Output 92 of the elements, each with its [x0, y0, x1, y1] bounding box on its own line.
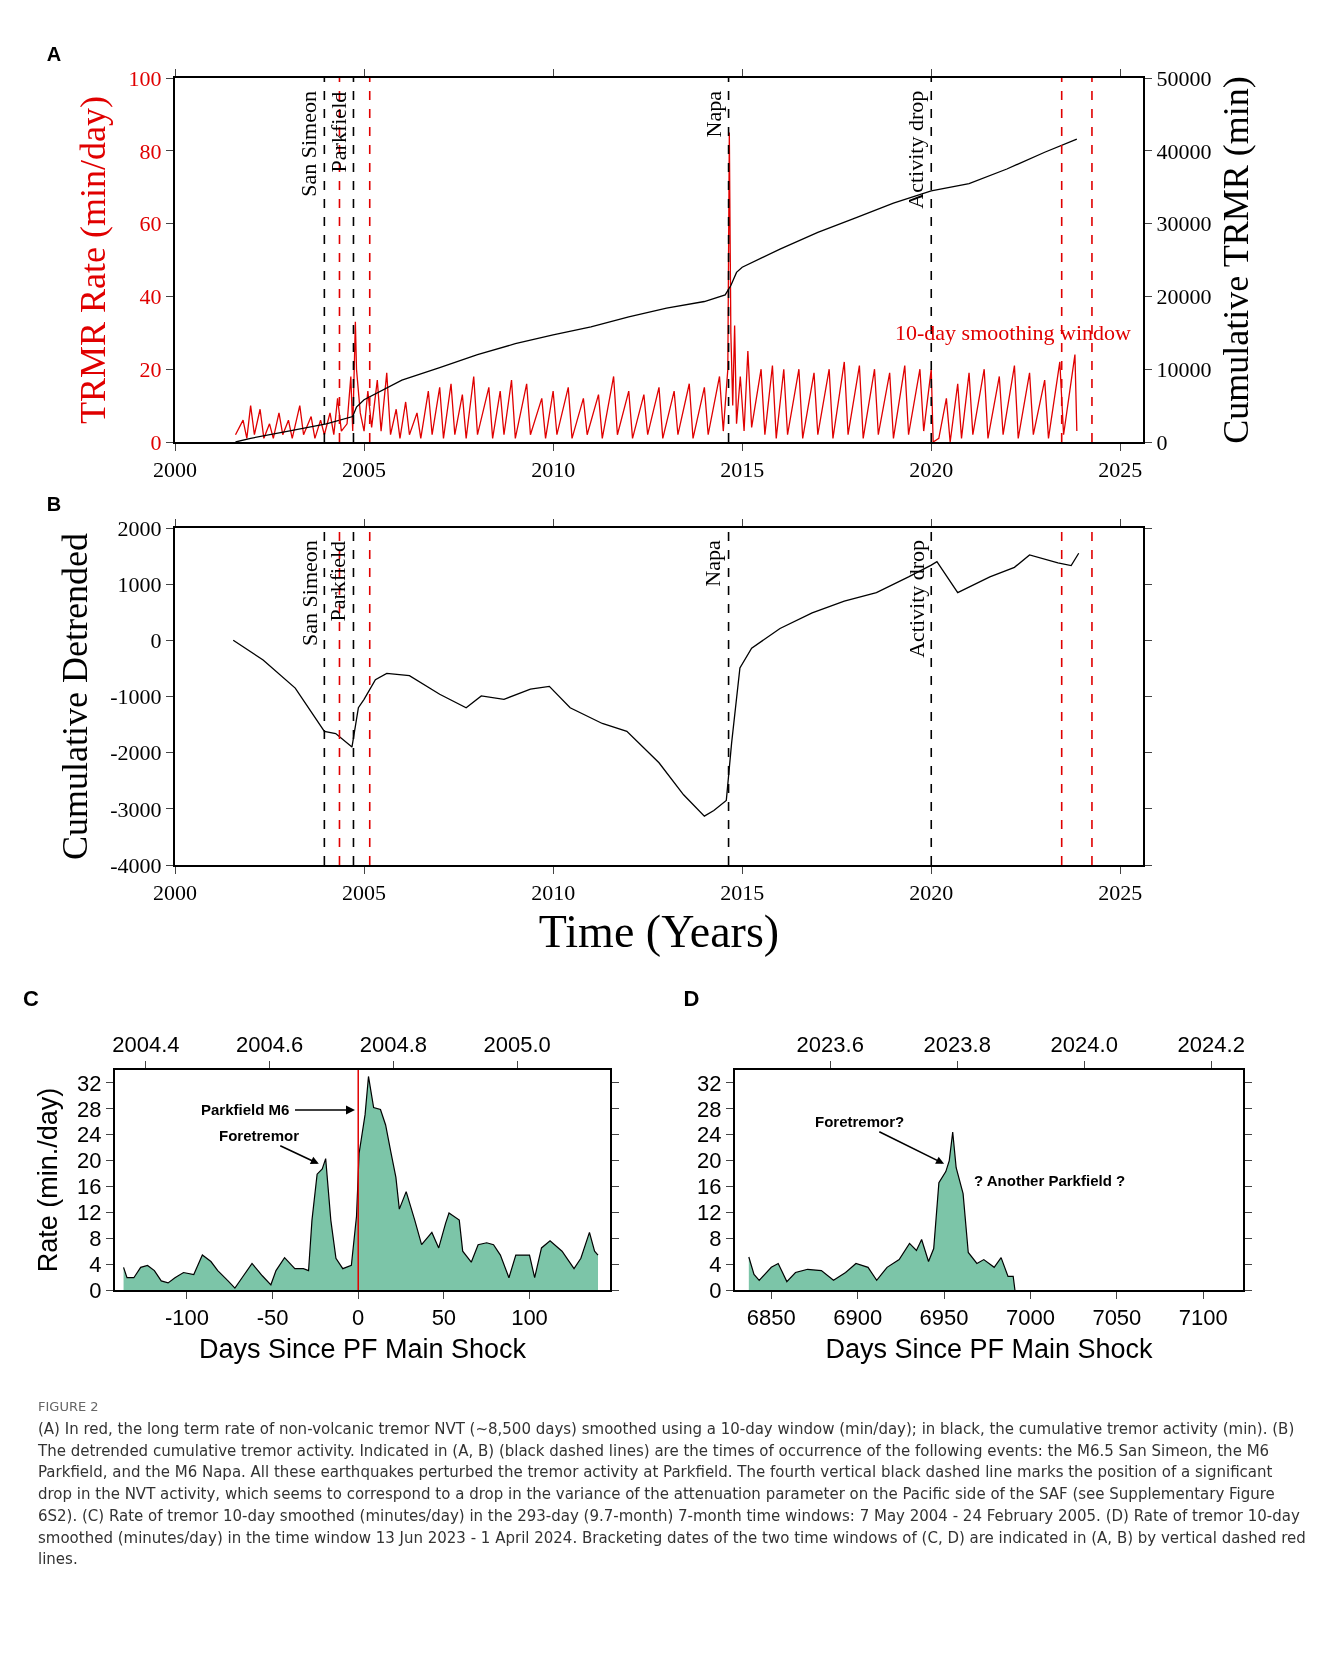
x2-tick-label: 2024.2 — [1177, 1032, 1245, 1058]
y-tick-label: 8 — [709, 1225, 722, 1251]
ref-line-label: Parkfield — [325, 540, 351, 622]
x2-tick-label: 2024.0 — [1050, 1032, 1118, 1058]
y-tick-label: -3000 — [110, 796, 162, 822]
y-tick-label: 80 — [139, 138, 162, 164]
y-tick-label: 12 — [697, 1200, 722, 1226]
x-tick-label: 2025 — [1098, 880, 1143, 906]
ref-line-label: San Simeon — [296, 540, 322, 646]
x-tick-label: 7050 — [1092, 1305, 1142, 1331]
y-tick-label: 0 — [709, 1277, 722, 1303]
x-tick-label: 2015 — [720, 457, 765, 483]
y2-tick-label: 40000 — [1156, 138, 1212, 164]
x-tick-label: 2005 — [342, 457, 387, 483]
y-tick-label: 0 — [89, 1277, 102, 1303]
y2-axis-title: Cumulative TRMR (min) — [1215, 76, 1256, 444]
y-axis-title: Rate (min./day) — [32, 1087, 63, 1273]
x-tick-label: 2010 — [531, 457, 576, 483]
y-tick-label: 32 — [697, 1070, 722, 1096]
annotation: Foretremor? — [815, 1113, 905, 1130]
y2-tick-label: 30000 — [1156, 211, 1212, 237]
y-tick-label: 28 — [697, 1096, 722, 1122]
x2-tick-label: 2004.4 — [112, 1032, 180, 1058]
text: FIGURE 2 — [38, 1398, 100, 1416]
y-tick-label: 20 — [697, 1148, 722, 1174]
y-axis-title: Cumulative Detrended — [54, 533, 95, 860]
y-tick-label: 32 — [77, 1070, 102, 1096]
x-tick-label: 2020 — [909, 457, 954, 483]
x-tick-label: 0 — [352, 1305, 365, 1331]
x-axis-title: Time (Years) — [538, 905, 780, 957]
y-tick-label: 0 — [150, 429, 162, 455]
x-tick-label: 50 — [431, 1305, 457, 1331]
x-tick-label: -100 — [164, 1305, 209, 1331]
x2-tick-label: 2004.8 — [359, 1032, 428, 1058]
ref-line-label: Napa — [700, 540, 726, 587]
ref-line-label: Parkfield — [325, 91, 351, 173]
y-tick-label: -1000 — [110, 684, 162, 710]
y-tick-label: 20 — [77, 1148, 102, 1174]
x-tick-label: 2015 — [720, 880, 765, 906]
y-tick-label: 100 — [128, 65, 162, 91]
y-tick-label: 8 — [89, 1225, 102, 1251]
x-tick-label: 2025 — [1098, 457, 1143, 483]
x-axis-title: Days Since PF Main Shock — [198, 1334, 527, 1365]
y-tick-label: 1000 — [117, 571, 162, 597]
y-tick-label: 24 — [77, 1122, 102, 1148]
chart-title: D — [683, 986, 700, 1012]
x2-tick-label: 2005.0 — [483, 1032, 551, 1058]
y2-tick-label: 10000 — [1156, 356, 1212, 382]
y-tick-label: 16 — [697, 1174, 722, 1200]
chart-title: C — [23, 986, 40, 1012]
x-tick-label: 7000 — [1005, 1305, 1055, 1331]
x-tick-label: 6950 — [919, 1305, 969, 1331]
x2-tick-label: 2004.6 — [236, 1032, 304, 1058]
annotation: Foretremor — [219, 1127, 300, 1144]
y-tick-label: 40 — [139, 284, 162, 310]
y-tick-label: 0 — [150, 628, 162, 654]
x-tick-label: -50 — [256, 1305, 289, 1331]
y2-tick-label: 50000 — [1156, 65, 1212, 91]
chart-title: B — [46, 493, 62, 516]
annotation: Parkfield M6 — [201, 1101, 290, 1118]
y-tick-label: 20 — [139, 356, 162, 382]
x-tick-label: 2005 — [342, 880, 387, 906]
y-tick-label: 24 — [697, 1122, 722, 1148]
y-tick-label: 12 — [77, 1200, 102, 1226]
y-tick-label: 4 — [709, 1251, 722, 1277]
x-tick-label: 6850 — [746, 1305, 796, 1331]
y-tick-label: 60 — [139, 211, 162, 237]
ref-line-label: San Simeon — [295, 91, 321, 197]
y2-tick-label: 20000 — [1156, 284, 1212, 310]
y-axis-title: TRMR Rate (min/day) — [73, 96, 113, 424]
y-tick-label: 16 — [77, 1174, 102, 1200]
x-axis-title: Days Since PF Main Shock — [825, 1334, 1154, 1365]
annotation: ? Another Parkfield ? — [974, 1172, 1126, 1189]
y-tick-label: 28 — [77, 1096, 102, 1122]
x-tick-label: 7100 — [1178, 1305, 1228, 1331]
x-tick-label: 6900 — [833, 1305, 883, 1331]
y-tick-label: 4 — [89, 1251, 102, 1277]
x2-tick-label: 2023.6 — [796, 1032, 864, 1058]
x-tick-label: 2020 — [909, 880, 954, 906]
x-tick-label: 100 — [511, 1305, 548, 1331]
y-tick-label: -2000 — [110, 740, 162, 766]
ref-line-label: Activity drop — [902, 90, 928, 209]
x-tick-label: 2010 — [531, 880, 576, 906]
x2-tick-label: 2023.8 — [923, 1032, 991, 1058]
annotation: 10-day smoothing window — [895, 320, 1131, 345]
y2-tick-label: 0 — [1156, 429, 1168, 455]
y-tick-label: -4000 — [110, 852, 162, 878]
ref-line-label: Activity drop — [903, 539, 929, 658]
ref-line-label: Napa — [700, 90, 726, 138]
chart-title: A — [46, 42, 62, 65]
y-tick-label: 2000 — [117, 515, 162, 541]
text: (A) In red, the long term rate of non-volcanic tremor NVT (~8,500 days) smoothed using a 10-day window (min/day); in black, the cumulative tremor activity (min). (B) The detrended cumulative tremor activity. Indicated in (A, B) (black dashed lines) are the times of occurrence of the following events: the M6.5 San Simeon, the M6 Parkfield, and the M6 Napa. All these earthquakes perturbed the tremor activity at Parkfield. The fourth vertical black dashed line marks the position of a significant drop in the NVT activity, which seems to correspond to a drop in the variance of the attenuation parameter on the Pacific side of the SAF (see Supplementary Figure 6S2). (C) Rate of tremor 10-day smoothed (minutes/day) in the 293-day (9.7-month) 7-month time windows: 7 May 2004 - 24 February 2005. (D) Rate of tremor 10-day smoothed (minutes/day) in the time window 13 Jun 2023 - 1 April 2024. Bracketing dates of the two time windows of (C, D) are indicated in (A, B) by vertical dashed red lines. — [38, 1418, 1307, 1571]
